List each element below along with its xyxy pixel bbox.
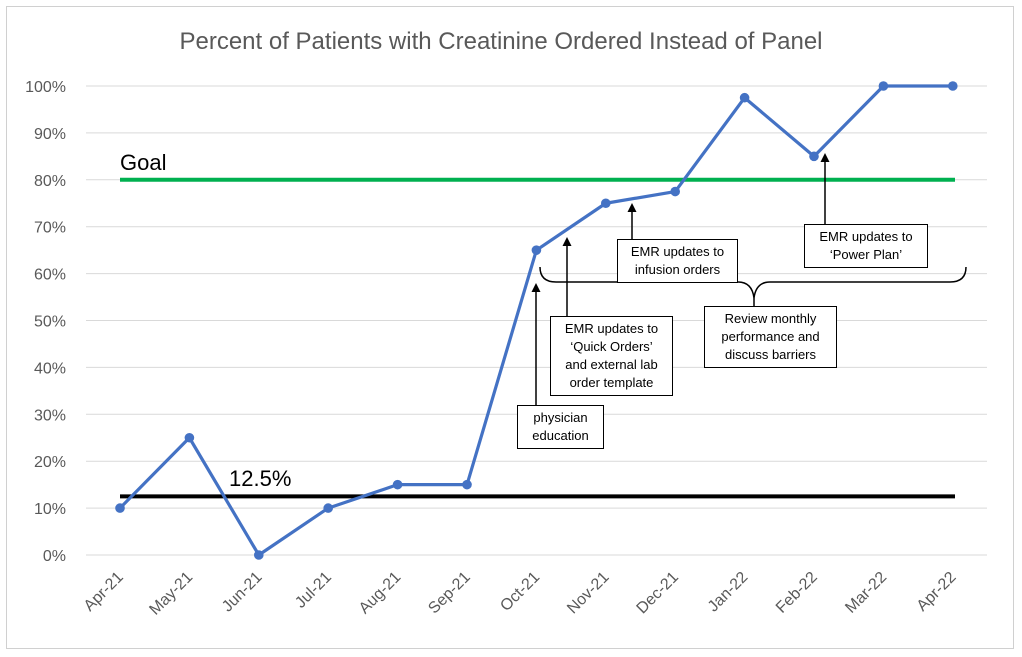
data-point: [253, 550, 264, 560]
data-point: [878, 81, 889, 91]
data-series: [115, 81, 958, 560]
x-tick-label: Sep-21: [425, 569, 474, 618]
y-tick-label: 80%: [34, 173, 66, 190]
review-brace: [539, 266, 967, 299]
chart-frame: [6, 6, 1014, 649]
reference-lines: [120, 177, 955, 499]
data-point: [739, 92, 750, 103]
data-point: [601, 198, 611, 209]
x-tick-label: Jan-22: [705, 569, 752, 616]
y-tick-label: 10%: [34, 501, 66, 518]
y-tick-label: 90%: [34, 126, 66, 143]
x-tick-label: Aug-21: [356, 569, 405, 618]
x-tick-label: Nov-21: [564, 569, 613, 618]
arrow-power-plan-head: [820, 153, 830, 162]
goal-line-label: Goal: [120, 150, 167, 175]
x-axis-tick-labels: Apr-21 May-21 Jun-21 Jul-21 Aug-21 Sep-21 Oct-…: [81, 569, 960, 619]
x-tick-label: May-21: [146, 569, 196, 619]
x-tick-label: Feb-22: [773, 569, 821, 617]
arrow-infusion-orders-head: [627, 203, 637, 212]
arrow-quick-orders-head: [562, 237, 572, 246]
x-tick-label: Apr-21: [81, 569, 127, 615]
y-tick-label: 60%: [34, 267, 66, 284]
annotation-quick-orders: EMR updates to ‘Quick Orders’ and extern…: [550, 316, 673, 396]
data-point: [462, 479, 472, 490]
y-tick-label: 70%: [34, 220, 66, 237]
data-point: [392, 479, 403, 490]
x-tick-label: Oct-21: [497, 569, 543, 615]
annotation-review-monthly: Review monthly performance and discuss b…: [704, 306, 837, 368]
baseline-label: 12.5%: [229, 466, 292, 491]
y-tick-label: 40%: [34, 360, 66, 377]
x-tick-label: Jun-21: [219, 569, 266, 616]
annotation-power-plan: EMR updates to ‘Power Plan’: [804, 224, 928, 268]
y-tick-label: 0%: [43, 548, 66, 565]
y-tick-label: 20%: [34, 454, 66, 471]
annotation-infusion-orders: EMR updates to infusion orders: [617, 239, 738, 283]
data-point: [115, 503, 125, 513]
data-point: [948, 81, 958, 91]
data-point: [809, 151, 819, 162]
x-tick-label: Mar-22: [842, 569, 890, 617]
y-tick-label: 30%: [34, 407, 66, 424]
x-tick-label: Dec-21: [634, 569, 683, 618]
y-tick-label: 100%: [25, 79, 66, 96]
data-point: [323, 503, 334, 513]
x-tick-label: Apr-22: [914, 569, 960, 615]
x-tick-label: Jul-21: [292, 569, 335, 612]
y-axis-tick-labels: 0% 10% 20% 30% 40% 50% 60% 70% 80% 90% 100%: [25, 79, 66, 565]
y-tick-label: 50%: [34, 314, 66, 331]
data-point: [531, 245, 542, 255]
annotation-physician-education: physician education: [517, 405, 604, 449]
data-point: [184, 432, 195, 443]
chart-title: Percent of Patients with Creatinine Orde…: [179, 28, 823, 55]
annotation-arrows: [531, 153, 967, 405]
data-point: [670, 186, 680, 197]
arrow-physician-education-head: [531, 283, 541, 292]
